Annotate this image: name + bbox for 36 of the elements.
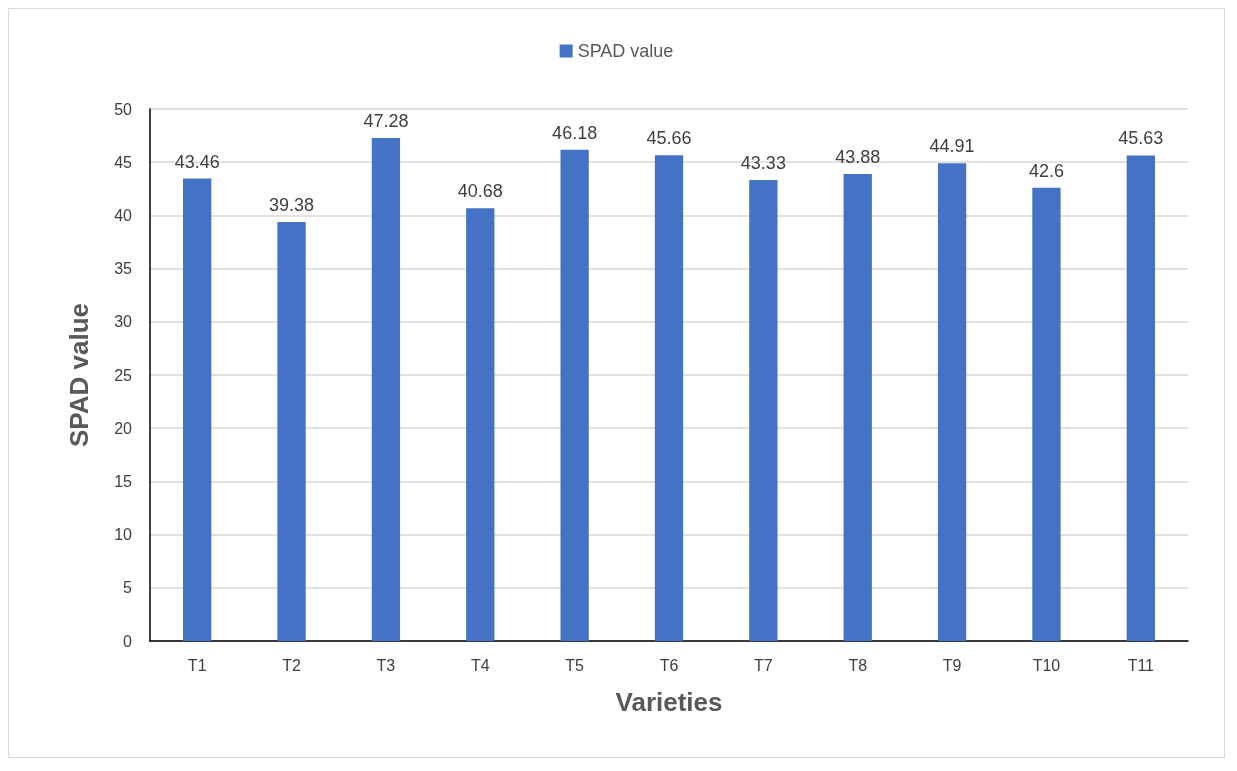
x-tick-label: T9: [942, 656, 962, 674]
x-tick-label: T11: [1127, 656, 1155, 674]
x-tick-label: T10: [1032, 656, 1061, 674]
data-label: 40.68: [457, 181, 503, 202]
data-label: 45.66: [646, 128, 692, 149]
data-label: 44.91: [929, 136, 975, 157]
y-tick-label: 35: [114, 260, 133, 278]
data-label: 43.46: [174, 151, 220, 172]
data-label: 39.38: [269, 195, 315, 215]
y-tick-label: 30: [114, 313, 133, 331]
y-tick-label: 15: [114, 472, 133, 490]
x-tick-label: T5: [565, 656, 585, 674]
y-tick-label: 0: [123, 632, 133, 650]
data-label: 43.88: [835, 147, 881, 168]
x-tick-label: T7: [754, 656, 773, 674]
x-tick-label: T1: [187, 656, 207, 674]
x-tick-label: T2: [282, 656, 301, 674]
y-tick-label: 20: [114, 419, 133, 437]
x-tick-label: T4: [470, 656, 490, 674]
x-tick-label: T3: [376, 656, 396, 674]
y-tick-label: 50: [114, 100, 133, 118]
y-tick-label: 10: [114, 526, 133, 544]
y-tick-label: 5: [123, 579, 133, 597]
legend-label: SPAD value: [577, 41, 674, 61]
data-label: 45.63: [1118, 128, 1164, 149]
x-tick-label: T6: [659, 656, 679, 674]
y-tick-label: 45: [114, 153, 133, 171]
y-axis-title: SPAD value: [64, 302, 94, 448]
y-tick-label: 40: [114, 206, 133, 224]
data-label: 46.18: [552, 122, 598, 143]
data-label: 43.33: [740, 152, 786, 173]
data-label: 42.6: [1028, 160, 1064, 181]
y-tick-label: 25: [114, 366, 133, 384]
data-label: 47.28: [363, 110, 409, 131]
x-tick-label: T8: [848, 656, 868, 674]
x-axis-title: Varieties: [615, 687, 723, 717]
